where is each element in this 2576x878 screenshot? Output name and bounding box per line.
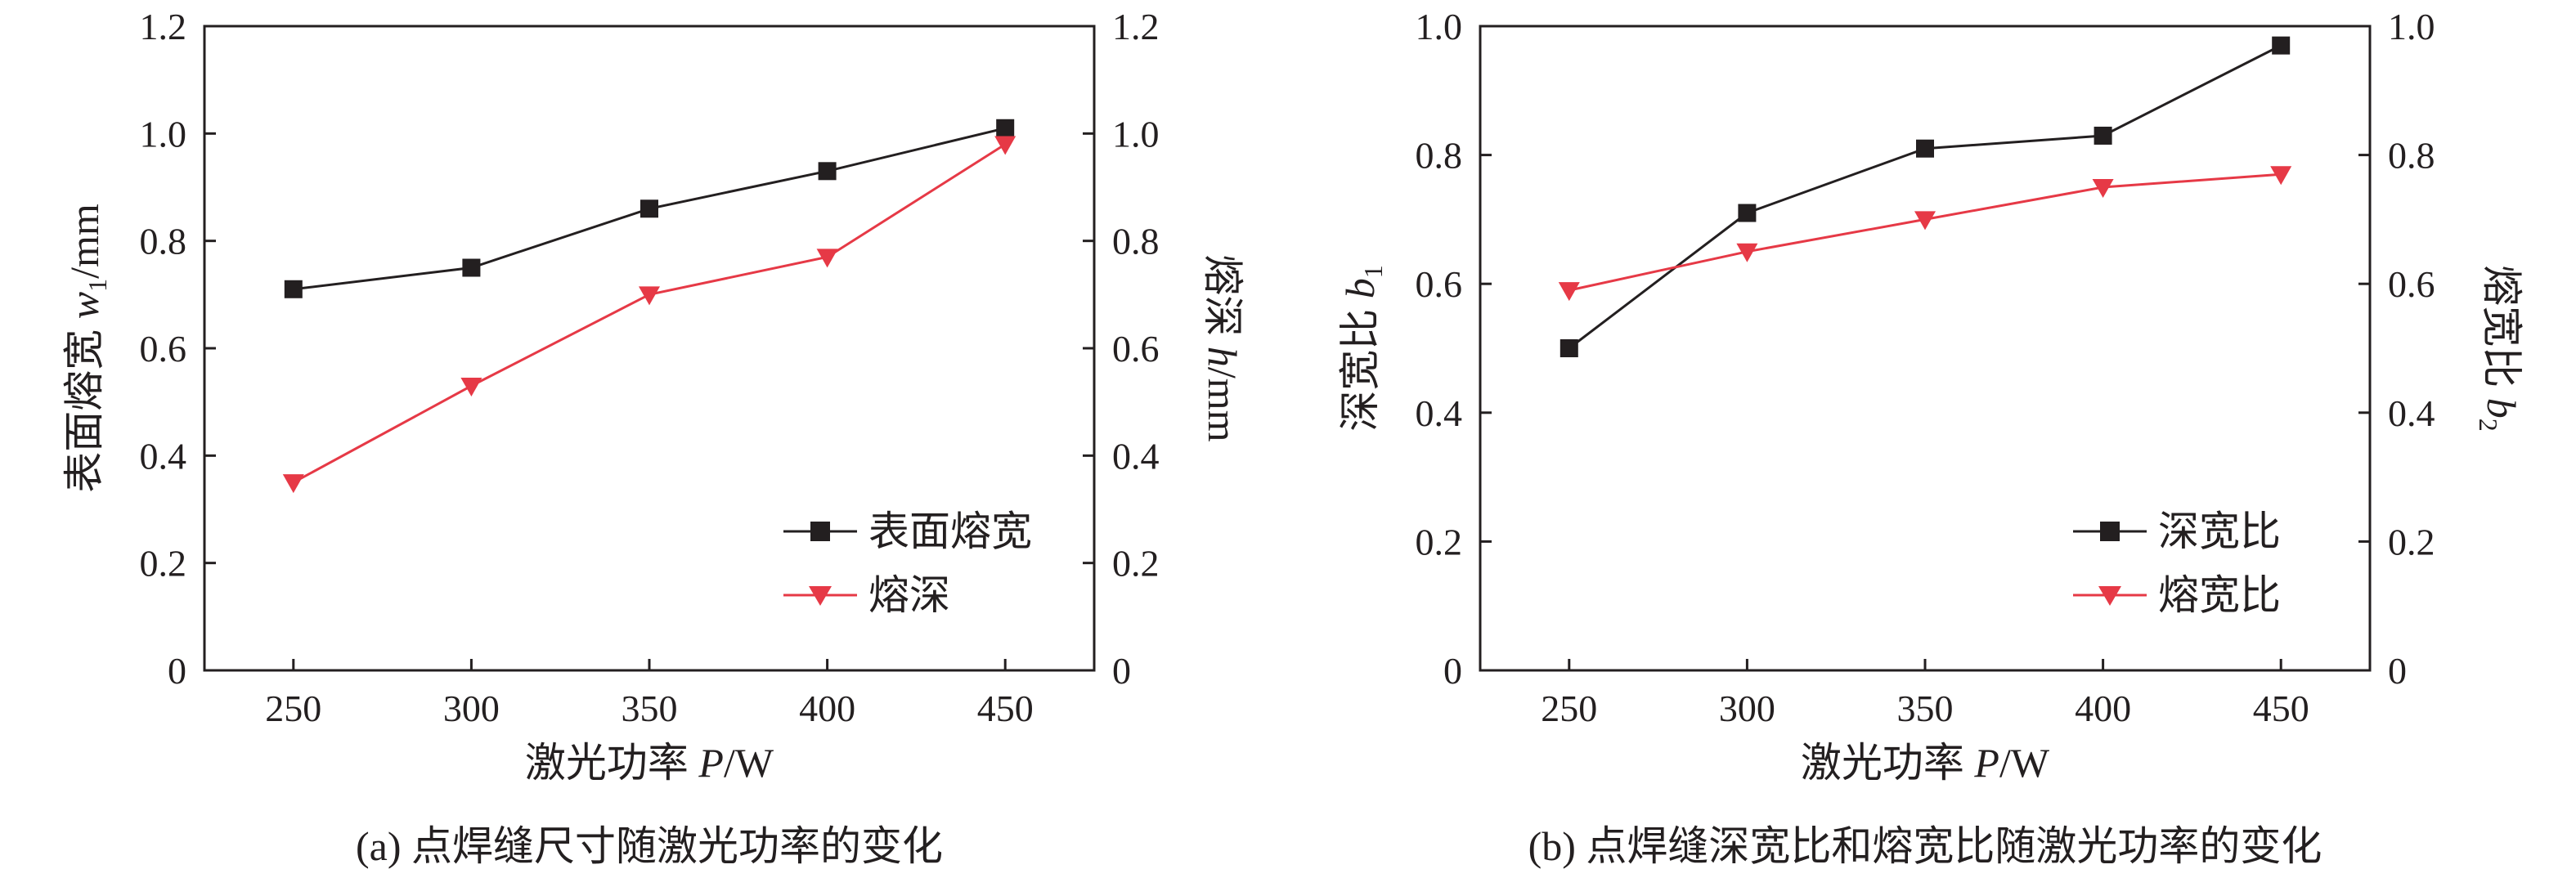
panel-b-legend-item-1: 熔宽比	[2073, 572, 2281, 618]
panel-a-series-1-point-3	[816, 249, 838, 268]
panel-b-x-axis-label: 激光功率 P/W	[1801, 740, 2050, 786]
panel-a-series-1-points	[282, 136, 1016, 494]
panel-b-y-right-tick-label-3: 0.6	[2388, 263, 2435, 305]
panel-a-x-tick-label-1: 300	[443, 688, 500, 729]
panel-b-y-left-label: 深宽比 b1	[1337, 265, 1388, 432]
panel-a-y-left-tick-label-4: 0.8	[140, 221, 187, 262]
panel-a-series-1-point-1	[460, 377, 482, 396]
panel-b-series-1-point-1	[1736, 243, 1758, 262]
panel-a-y-right-tick-label-1: 0.2	[1112, 543, 1160, 585]
panel-b-series-1-points	[1558, 166, 2292, 302]
panel-b-series-0-point-1	[1738, 204, 1757, 222]
panel-b-series-1-point-2	[1914, 211, 1936, 231]
panel-a-y-left-tick-label-3: 0.6	[140, 328, 187, 370]
panel-a-legend-item-1: 熔深	[783, 572, 950, 618]
panel-b-series-1-line	[1568, 172, 2282, 292]
panel-b-x-tick-label-4: 450	[2253, 688, 2309, 729]
panel-b-x-tick-label-2: 350	[1897, 688, 1954, 729]
panel-a-y-right-tick-label-3: 0.6	[1112, 328, 1160, 370]
panel-b-y-left-tick-label-4: 0.8	[1416, 135, 1463, 177]
panel-b-legend-label-0: 深宽比	[2158, 508, 2281, 554]
panel-a: 250 300 350 400 450 0 0.2 0.4 0.6 0.8 1.0 1.2 0 0.2…	[61, 6, 1245, 869]
panel-a-legend-label-0: 表面熔宽	[868, 508, 1032, 554]
panel-a-x-tick-label-3: 400	[799, 688, 855, 729]
panel-b-series-0-point-0	[1560, 339, 1578, 357]
panel-b-y-left-ticks: 0 0.2 0.4 0.6 0.8 1.0	[1416, 6, 1492, 692]
panel-a-x-tick-label-2: 350	[622, 688, 678, 729]
panel-a-x-tick-label-0: 250	[265, 688, 321, 729]
panel-a-y-left-tick-label-6: 1.2	[140, 6, 187, 47]
panel-b: 250 300 350 400 450 0 0.2 0.4 0.6 0.8 1.0 0 0.2 0.4…	[1337, 6, 2524, 869]
panel-a-legend-item-0: 表面熔宽	[783, 508, 1032, 554]
panel-a-plot-frame	[203, 25, 1096, 672]
panel-a-x-ticks: 250 300 350 400 450	[265, 659, 1034, 729]
panel-a-y-right-tick-label-5: 1.0	[1112, 113, 1160, 155]
panel-a-series-1-line	[293, 143, 1007, 484]
panel-b-y-right-tick-label-2: 0.4	[2388, 392, 2435, 434]
panel-b-series-1-polyline	[1568, 172, 2282, 292]
panel-a-x-axis-label: 激光功率 P/W	[525, 740, 774, 786]
panel-a-y-left-label: 表面熔宽 w1/mm	[61, 204, 112, 493]
panel-a-x-tick-label-4: 450	[977, 688, 1034, 729]
panel-b-x-ticks: 250 300 350 400 450	[1541, 659, 2309, 729]
panel-b-y-left-tick-label-0: 0	[1443, 650, 1462, 692]
panel-a-y-left-tick-label-2: 0.4	[140, 435, 187, 477]
panel-b-legend: 深宽比 熔宽比	[2073, 508, 2281, 618]
panel-b-series-1-point-3	[2092, 179, 2114, 198]
panel-a-y-left-tick-label-5: 1.0	[140, 113, 187, 155]
panel-a-series-0-point-2	[640, 199, 658, 218]
panel-a-legend: 表面熔宽 熔深	[783, 508, 1032, 618]
panel-b-y-right-tick-label-4: 0.8	[2388, 135, 2435, 177]
panel-b-y-left-tick-label-2: 0.4	[1416, 392, 1463, 434]
panel-b-x-tick-label-0: 250	[1541, 688, 1597, 729]
panel-b-series-1-point-0	[1558, 282, 1580, 302]
panel-b-caption: (b) 点焊缝深宽比和熔宽比随激光功率的变化	[1528, 823, 2322, 869]
panel-a-caption: (a) 点焊缝尺寸随激光功率的变化	[356, 823, 943, 869]
panel-a-series-0-point-3	[818, 162, 837, 181]
panel-a-y-right-tick-label-4: 0.8	[1112, 221, 1160, 262]
panel-a-y-right-tick-label-2: 0.4	[1112, 435, 1160, 477]
panel-a-series-0-point-1	[462, 258, 481, 277]
panel-a-series-1-polyline	[293, 143, 1007, 484]
panel-b-y-left-tick-label-1: 0.2	[1416, 521, 1463, 562]
panel-a-y-right-label: 熔深 h/mm	[1200, 254, 1245, 441]
panel-b-series-0-line	[1568, 44, 2282, 350]
panel-b-series-1-point-4	[2270, 166, 2292, 186]
panel-b-y-right-tick-label-1: 0.2	[2388, 521, 2435, 562]
panel-a-series-0-points	[284, 119, 1015, 298]
panel-b-y-left-tick-label-5: 1.0	[1416, 6, 1463, 47]
panel-a-y-right-ticks: 0 0.2 0.4 0.6 0.8 1.0 1.2	[1083, 6, 1160, 692]
panel-a-series-1-point-0	[282, 474, 304, 494]
panel-b-y-right-tick-label-5: 1.0	[2388, 6, 2435, 47]
panel-b-x-tick-label-1: 300	[1719, 688, 1775, 729]
panel-a-y-left-tick-label-1: 0.2	[140, 543, 187, 585]
panel-a-series-1-point-2	[639, 286, 660, 306]
panel-a-series-1-point-4	[994, 136, 1016, 155]
panel-b-series-0-point-4	[2272, 36, 2291, 55]
panel-b-series-0-points	[1560, 36, 2291, 357]
panel-b-y-left-tick-label-3: 0.6	[1416, 263, 1463, 305]
panel-b-y-right-label: 熔宽比 b2	[2474, 265, 2524, 432]
panel-b-series-0-point-3	[2094, 126, 2112, 145]
panel-a-y-left-tick-label-0: 0	[168, 650, 186, 692]
panel-a-legend-label-1: 熔深	[868, 572, 950, 618]
panel-b-series-0-polyline	[1568, 44, 2282, 350]
panel-b-y-right-tick-label-0: 0	[2388, 650, 2407, 692]
panel-a-y-right-tick-label-6: 1.2	[1112, 6, 1160, 47]
panel-b-legend-item-0: 深宽比	[2073, 508, 2281, 554]
panel-b-series-0-point-2	[1916, 139, 1934, 158]
panel-a-series-0-point-0	[284, 280, 303, 298]
panel-b-legend-label-1: 熔宽比	[2158, 572, 2281, 618]
panel-b-x-tick-label-3: 400	[2075, 688, 2131, 729]
panel-b-y-right-ticks: 0 0.2 0.4 0.6 0.8 1.0	[2358, 6, 2435, 692]
panel-a-y-left-ticks: 0 0.2 0.4 0.6 0.8 1.0 1.2	[140, 6, 216, 692]
panel-a-series-0-point-4	[996, 119, 1015, 137]
panel-a-y-right-tick-label-0: 0	[1112, 650, 1131, 692]
